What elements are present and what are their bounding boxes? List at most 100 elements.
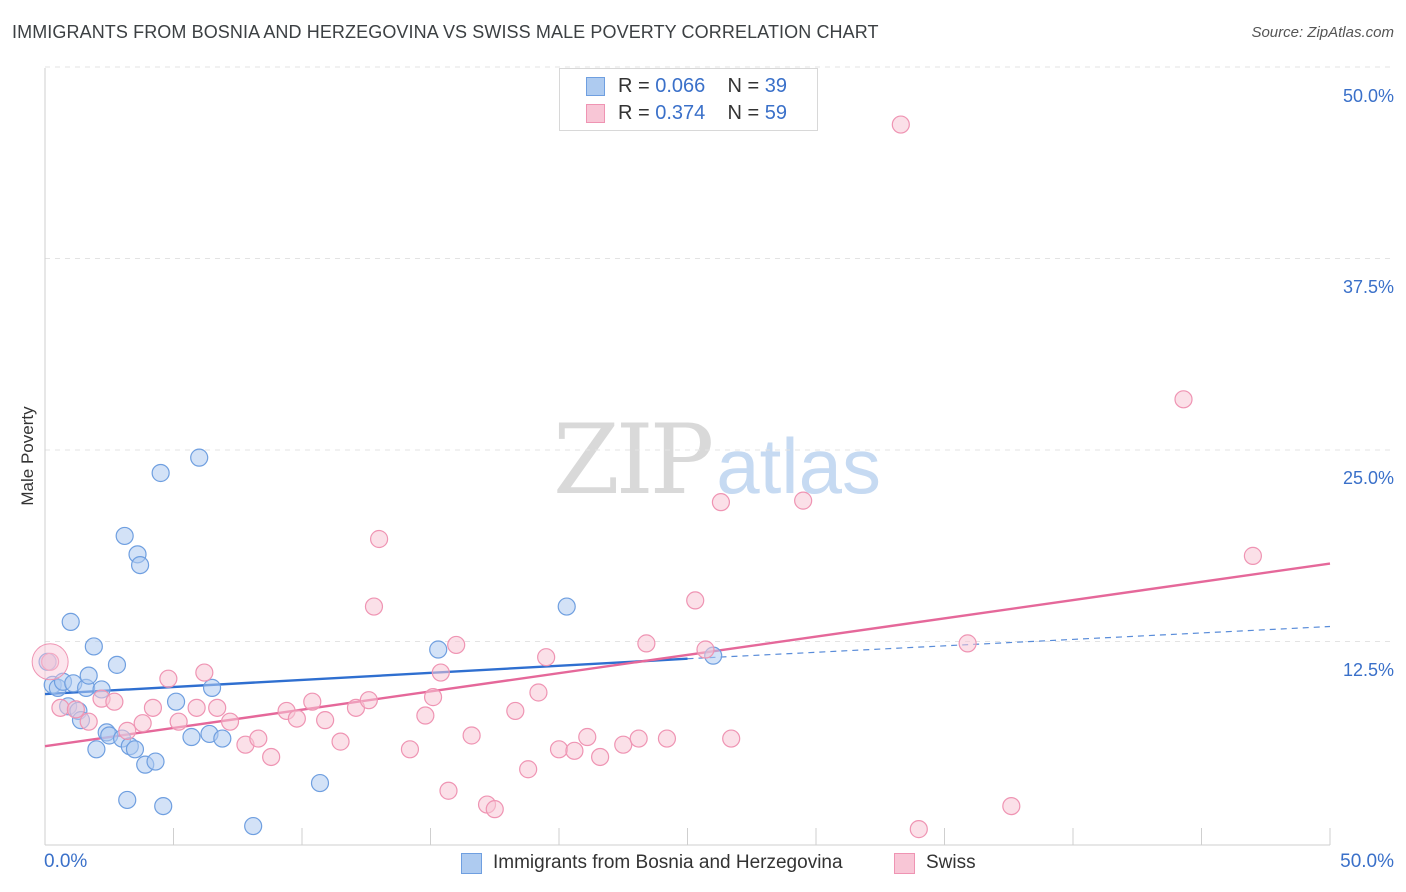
y-tick-label-12-5: 12.5%: [1342, 660, 1394, 680]
point-swiss: [303, 692, 322, 711]
trend-line-bosnia: [44, 657, 688, 696]
point-swiss: [637, 634, 656, 653]
watermark-zip: ZIP: [553, 404, 714, 516]
point-bosnia: [154, 796, 173, 816]
point-swiss: [447, 635, 466, 655]
point-swiss: [287, 709, 306, 728]
point-swiss-large: [31, 643, 69, 681]
point-swiss: [133, 714, 152, 733]
r-value-bosnia: 0.066: [655, 75, 706, 97]
bottom-legend-label-bosnia: Immigrants from Bosnia and Herzegovina: [493, 852, 843, 873]
grid: [45, 66, 1395, 642]
point-bosnia: [429, 640, 448, 659]
point-swiss: [359, 691, 378, 710]
x-tick-label-0: 0.0%: [44, 851, 88, 872]
point-swiss: [51, 698, 70, 717]
trend-line-swiss: [44, 562, 1331, 748]
point-bosnia: [87, 740, 106, 759]
point-swiss: [41, 652, 60, 671]
point-swiss: [208, 698, 227, 717]
n-value-swiss: 59: [764, 102, 788, 124]
bottom-legend-swatch-blue: [461, 853, 482, 874]
point-swiss: [462, 726, 481, 745]
y-tick-label-25: 25.0%: [1342, 468, 1394, 488]
point-bosnia: [61, 612, 80, 631]
legend-swatch-pink: [586, 104, 605, 123]
point-bosnia: [182, 727, 201, 747]
point-bosnia: [202, 678, 222, 697]
point-swiss: [143, 698, 163, 717]
source-label: Source: ZipAtlas.com: [1251, 24, 1394, 41]
bottom-legend-label-swiss: Swiss: [926, 852, 976, 873]
x-tick-label-50: 50.0%: [1340, 851, 1394, 872]
point-swiss: [909, 820, 928, 839]
point-swiss: [686, 591, 705, 610]
point-swiss: [195, 663, 214, 682]
point-swiss: [519, 760, 538, 779]
point-swiss: [1174, 390, 1193, 409]
point-swiss: [431, 663, 450, 682]
y-tick-label-37-5: 37.5%: [1342, 277, 1394, 297]
point-swiss: [439, 781, 458, 800]
point-swiss: [506, 701, 525, 721]
point-bosnia: [151, 463, 170, 483]
point-bosnia: [557, 597, 576, 616]
point-swiss: [565, 741, 584, 760]
point-bosnia: [244, 816, 263, 836]
point-swiss: [1002, 796, 1021, 816]
point-swiss: [187, 698, 206, 717]
data-points: [31, 115, 1263, 839]
point-swiss: [529, 683, 548, 702]
point-swiss: [400, 740, 420, 759]
point-swiss: [118, 721, 137, 740]
point-swiss: [66, 700, 85, 719]
point-swiss: [262, 747, 281, 767]
point-swiss: [370, 529, 389, 549]
point-swiss: [711, 493, 731, 512]
point-swiss: [169, 712, 188, 731]
r-value-swiss: 0.374: [655, 102, 706, 124]
point-swiss: [79, 712, 98, 731]
trend-lines: [44, 562, 1331, 748]
point-bosnia: [166, 692, 186, 711]
point-swiss: [364, 597, 384, 616]
point-swiss: [105, 692, 124, 711]
point-swiss: [958, 634, 977, 653]
point-bosnia: [107, 655, 127, 674]
point-bosnia: [213, 729, 232, 748]
point-swiss: [722, 729, 741, 748]
axes: [44, 68, 1331, 846]
point-swiss: [578, 727, 597, 747]
point-swiss: [657, 729, 677, 748]
trend-line-bosnia-extension: [687, 625, 1331, 660]
point-swiss: [614, 735, 633, 754]
point-swiss: [891, 115, 910, 134]
y-tick-label-50: 50.0%: [1342, 86, 1394, 106]
point-swiss: [316, 711, 335, 730]
point-swiss: [331, 732, 350, 751]
legend-swatch-blue: [586, 77, 605, 96]
point-swiss: [220, 712, 240, 731]
y-axis-label: Male Poverty: [18, 406, 37, 506]
watermark: ZIPatlas: [553, 404, 881, 516]
point-bosnia: [79, 666, 98, 685]
point-swiss: [1243, 546, 1263, 565]
chart-title: IMMIGRANTS FROM BOSNIA AND HERZEGOVINA V…: [12, 22, 879, 42]
point-bosnia: [310, 773, 330, 793]
point-swiss: [696, 640, 715, 659]
point-bosnia: [125, 740, 145, 759]
point-swiss: [485, 800, 504, 819]
point-swiss: [591, 747, 610, 767]
point-bosnia: [84, 637, 103, 656]
point-swiss: [159, 669, 178, 688]
correlation-legend: R = 0.066 N = 39 R = 0.374 N = 59: [559, 68, 818, 131]
point-swiss: [629, 729, 648, 748]
point-bosnia: [146, 752, 165, 771]
point-swiss: [537, 648, 556, 667]
bottom-legend-swatch-pink: [894, 853, 915, 874]
point-bosnia: [118, 790, 137, 810]
point-swiss: [416, 706, 435, 725]
point-swiss: [423, 688, 443, 707]
n-value-bosnia: 39: [764, 75, 788, 97]
